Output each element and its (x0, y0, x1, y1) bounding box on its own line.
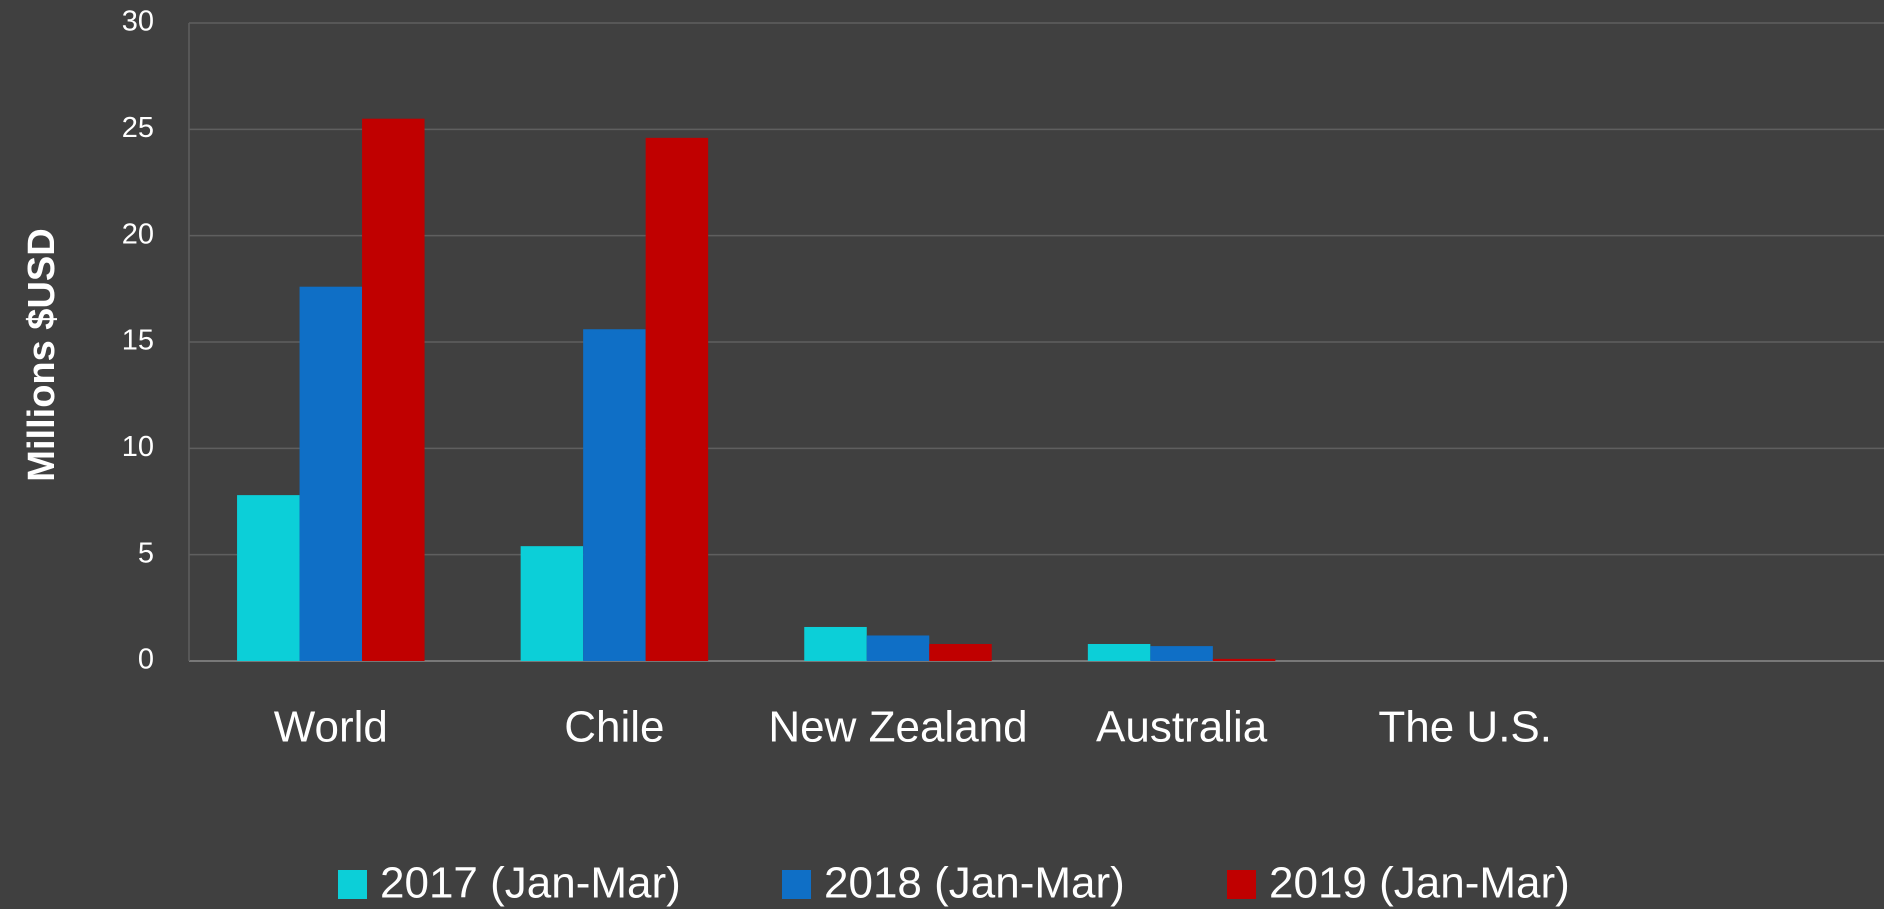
legend-label: 2018 (Jan-Mar) (824, 859, 1125, 908)
bar (583, 329, 646, 661)
legend-swatch (338, 870, 367, 899)
legend-label: 2017 (Jan-Mar) (380, 859, 681, 908)
bar (645, 137, 709, 662)
x-tick-label: The U.S. (1378, 703, 1552, 752)
x-tick-label: Australia (1096, 703, 1268, 752)
bar (1150, 646, 1213, 661)
y-tick-label: 20 (122, 218, 154, 250)
bar (804, 626, 867, 661)
legend-swatch (782, 870, 811, 899)
y-tick-label: 25 (122, 112, 154, 144)
bar (1087, 643, 1151, 661)
legend-label: 2019 (Jan-Mar) (1269, 859, 1570, 908)
y-tick-label: 30 (122, 6, 154, 38)
bar (520, 546, 584, 661)
y-tick-label: 0 (138, 644, 154, 676)
bar (1212, 658, 1276, 661)
bar (237, 495, 300, 661)
x-tick-label: New Zealand (768, 703, 1027, 752)
bar (929, 643, 992, 661)
bar (299, 286, 363, 661)
y-tick-label: 5 (138, 537, 154, 569)
y-axis-label: Millions $USD (21, 228, 63, 481)
bar (866, 635, 930, 661)
y-tick-label: 15 (122, 325, 154, 357)
legend-swatch (1227, 870, 1256, 899)
y-tick-label: 10 (122, 431, 154, 463)
x-tick-label: Chile (564, 703, 664, 752)
x-tick-label: World (274, 703, 388, 752)
bar (362, 118, 425, 661)
